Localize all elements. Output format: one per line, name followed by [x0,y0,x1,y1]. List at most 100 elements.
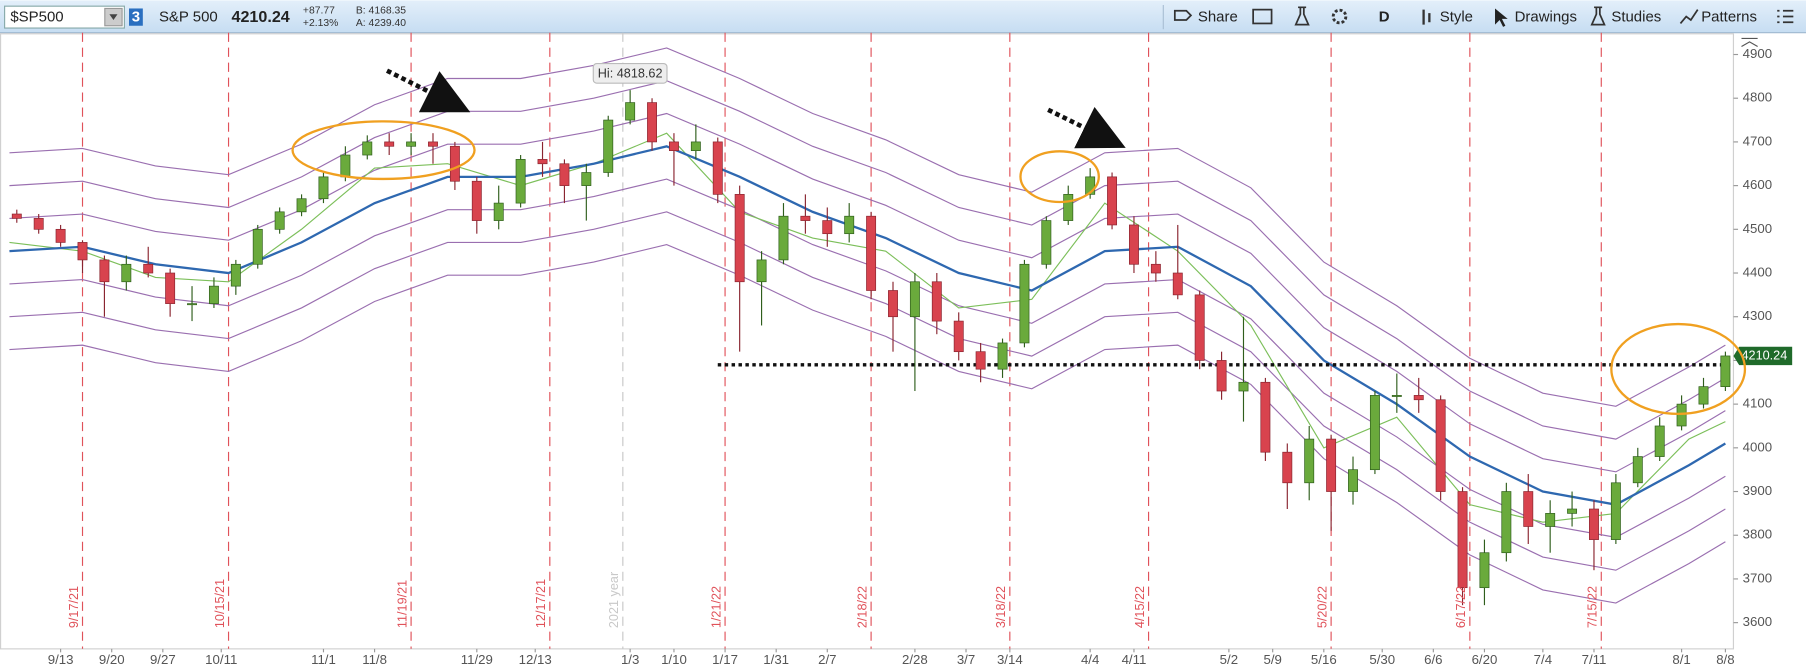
x-tick-label: 4/11 [1122,652,1147,667]
highlight-ellipse [291,120,476,181]
toolbar [0,0,1806,33]
study-line [9,80,1726,440]
candle-body [77,242,88,261]
x-tick-label: 5/9 [1263,652,1281,667]
x-tick-label: 2/28 [902,652,928,667]
dropdown-arrow [109,14,118,20]
x-tick-label: 7/11 [1582,652,1607,667]
y-tick-label: 4400 [1743,265,1772,280]
axis-layer: 9/17/21 10/15/21 11/19/21 12/17/21 2021 year… [48,46,1793,667]
study-line [9,243,1726,604]
x-tick-label: 11/1 [311,652,336,667]
menu-button[interactable] [1777,9,1794,24]
candle-body [800,215,811,221]
candle-body [1304,438,1315,484]
x-tick-label: 1/17 [712,652,738,667]
candle-body [1282,451,1293,484]
candle-body [1063,194,1074,221]
candle-body [1479,552,1490,589]
hi-label-box [592,63,668,84]
candle-body [1589,508,1599,540]
y-tick-label: 4800 [1743,90,1772,105]
style-button[interactable]: Style [1440,9,1473,26]
patterns-icon [1679,9,1699,24]
candle-body [296,198,307,213]
x-tick-label: 5/16 [1311,652,1337,667]
candle-body [1348,469,1358,492]
x-tick-label: 3/7 [957,652,975,667]
snapshot-button[interactable] [1252,8,1273,25]
candle-body [1238,381,1249,392]
candle-body [1413,395,1424,401]
symbol-text: $SP500 [10,9,63,26]
link-badge-text: 3 [132,9,140,26]
patterns-button[interactable]: Patterns [1701,9,1757,26]
event-label: 2021 year [607,572,621,628]
study-line [9,47,1726,407]
aggregation-button[interactable]: D [1379,9,1390,26]
drawings-button[interactable]: Drawings [1515,9,1577,26]
study-line [9,178,1726,538]
settings-button[interactable] [1331,8,1348,25]
y-tick-label: 3700 [1743,570,1772,585]
candle-body [1567,508,1578,514]
candle-body [1107,176,1118,226]
candle-body [1216,360,1227,392]
candle-body [449,145,460,182]
link-badge[interactable] [129,8,143,26]
studies-button[interactable]: Studies [1611,9,1661,26]
candle-body [1457,491,1468,589]
candle-body [384,141,395,147]
candle-body [33,218,44,230]
candle-body [559,163,570,186]
share-button[interactable]: Share [1198,9,1238,26]
candle-body [909,281,920,318]
candle-body [11,213,22,219]
candle-body [1698,386,1709,405]
lab-button[interactable] [1294,6,1310,26]
event-label: 11/19/21 [395,580,409,628]
candle-body [1610,482,1621,540]
plot-layer [9,32,1734,649]
candle-body [1150,263,1161,274]
candle-body [187,303,197,306]
event-label: 7/15/22 [1586,586,1600,628]
arrow [385,68,471,113]
event-label: 6/17/22 [1454,586,1468,628]
x-tick-label: 6/20 [1472,652,1498,667]
candle-body [953,320,964,353]
candle-body [1676,403,1687,427]
candle-body [1326,438,1337,492]
x-tick-label: 5/30 [1369,652,1395,667]
x-tick-label: 3/14 [997,652,1023,667]
candle-body [274,211,285,230]
x-tick-label: 4/4 [1081,652,1099,667]
candle-body [340,154,351,178]
study-line [9,132,1726,523]
symbol-input[interactable] [4,5,125,29]
y-tick-label: 4000 [1743,439,1772,454]
x-tick-label: 12/13 [519,652,552,667]
y-tick-label: 3800 [1743,527,1772,542]
candle-body [822,220,833,235]
candle-body [55,228,66,243]
study-line [9,145,1726,506]
candle-body [1369,395,1380,471]
candle-body [121,263,132,283]
axis-icon[interactable] [1741,37,1758,47]
style-icon [1422,9,1431,25]
x-tick-label: 1/3 [621,652,639,667]
y-tick-label: 4300 [1743,308,1772,323]
event-label: 1/21/22 [709,586,723,628]
candle-body [712,141,723,195]
last-price: 4210.24 [232,8,290,26]
candle-body [1654,425,1665,457]
x-tick-label: 7/4 [1534,652,1552,667]
candle-body [362,141,373,156]
x-tick-label: 9/20 [99,652,125,667]
study-line [9,211,1726,571]
candle-body [581,172,592,186]
x-tick-label: 8/1 [1672,652,1690,667]
candle-body [603,119,614,173]
event-label: 5/20/22 [1315,586,1329,628]
